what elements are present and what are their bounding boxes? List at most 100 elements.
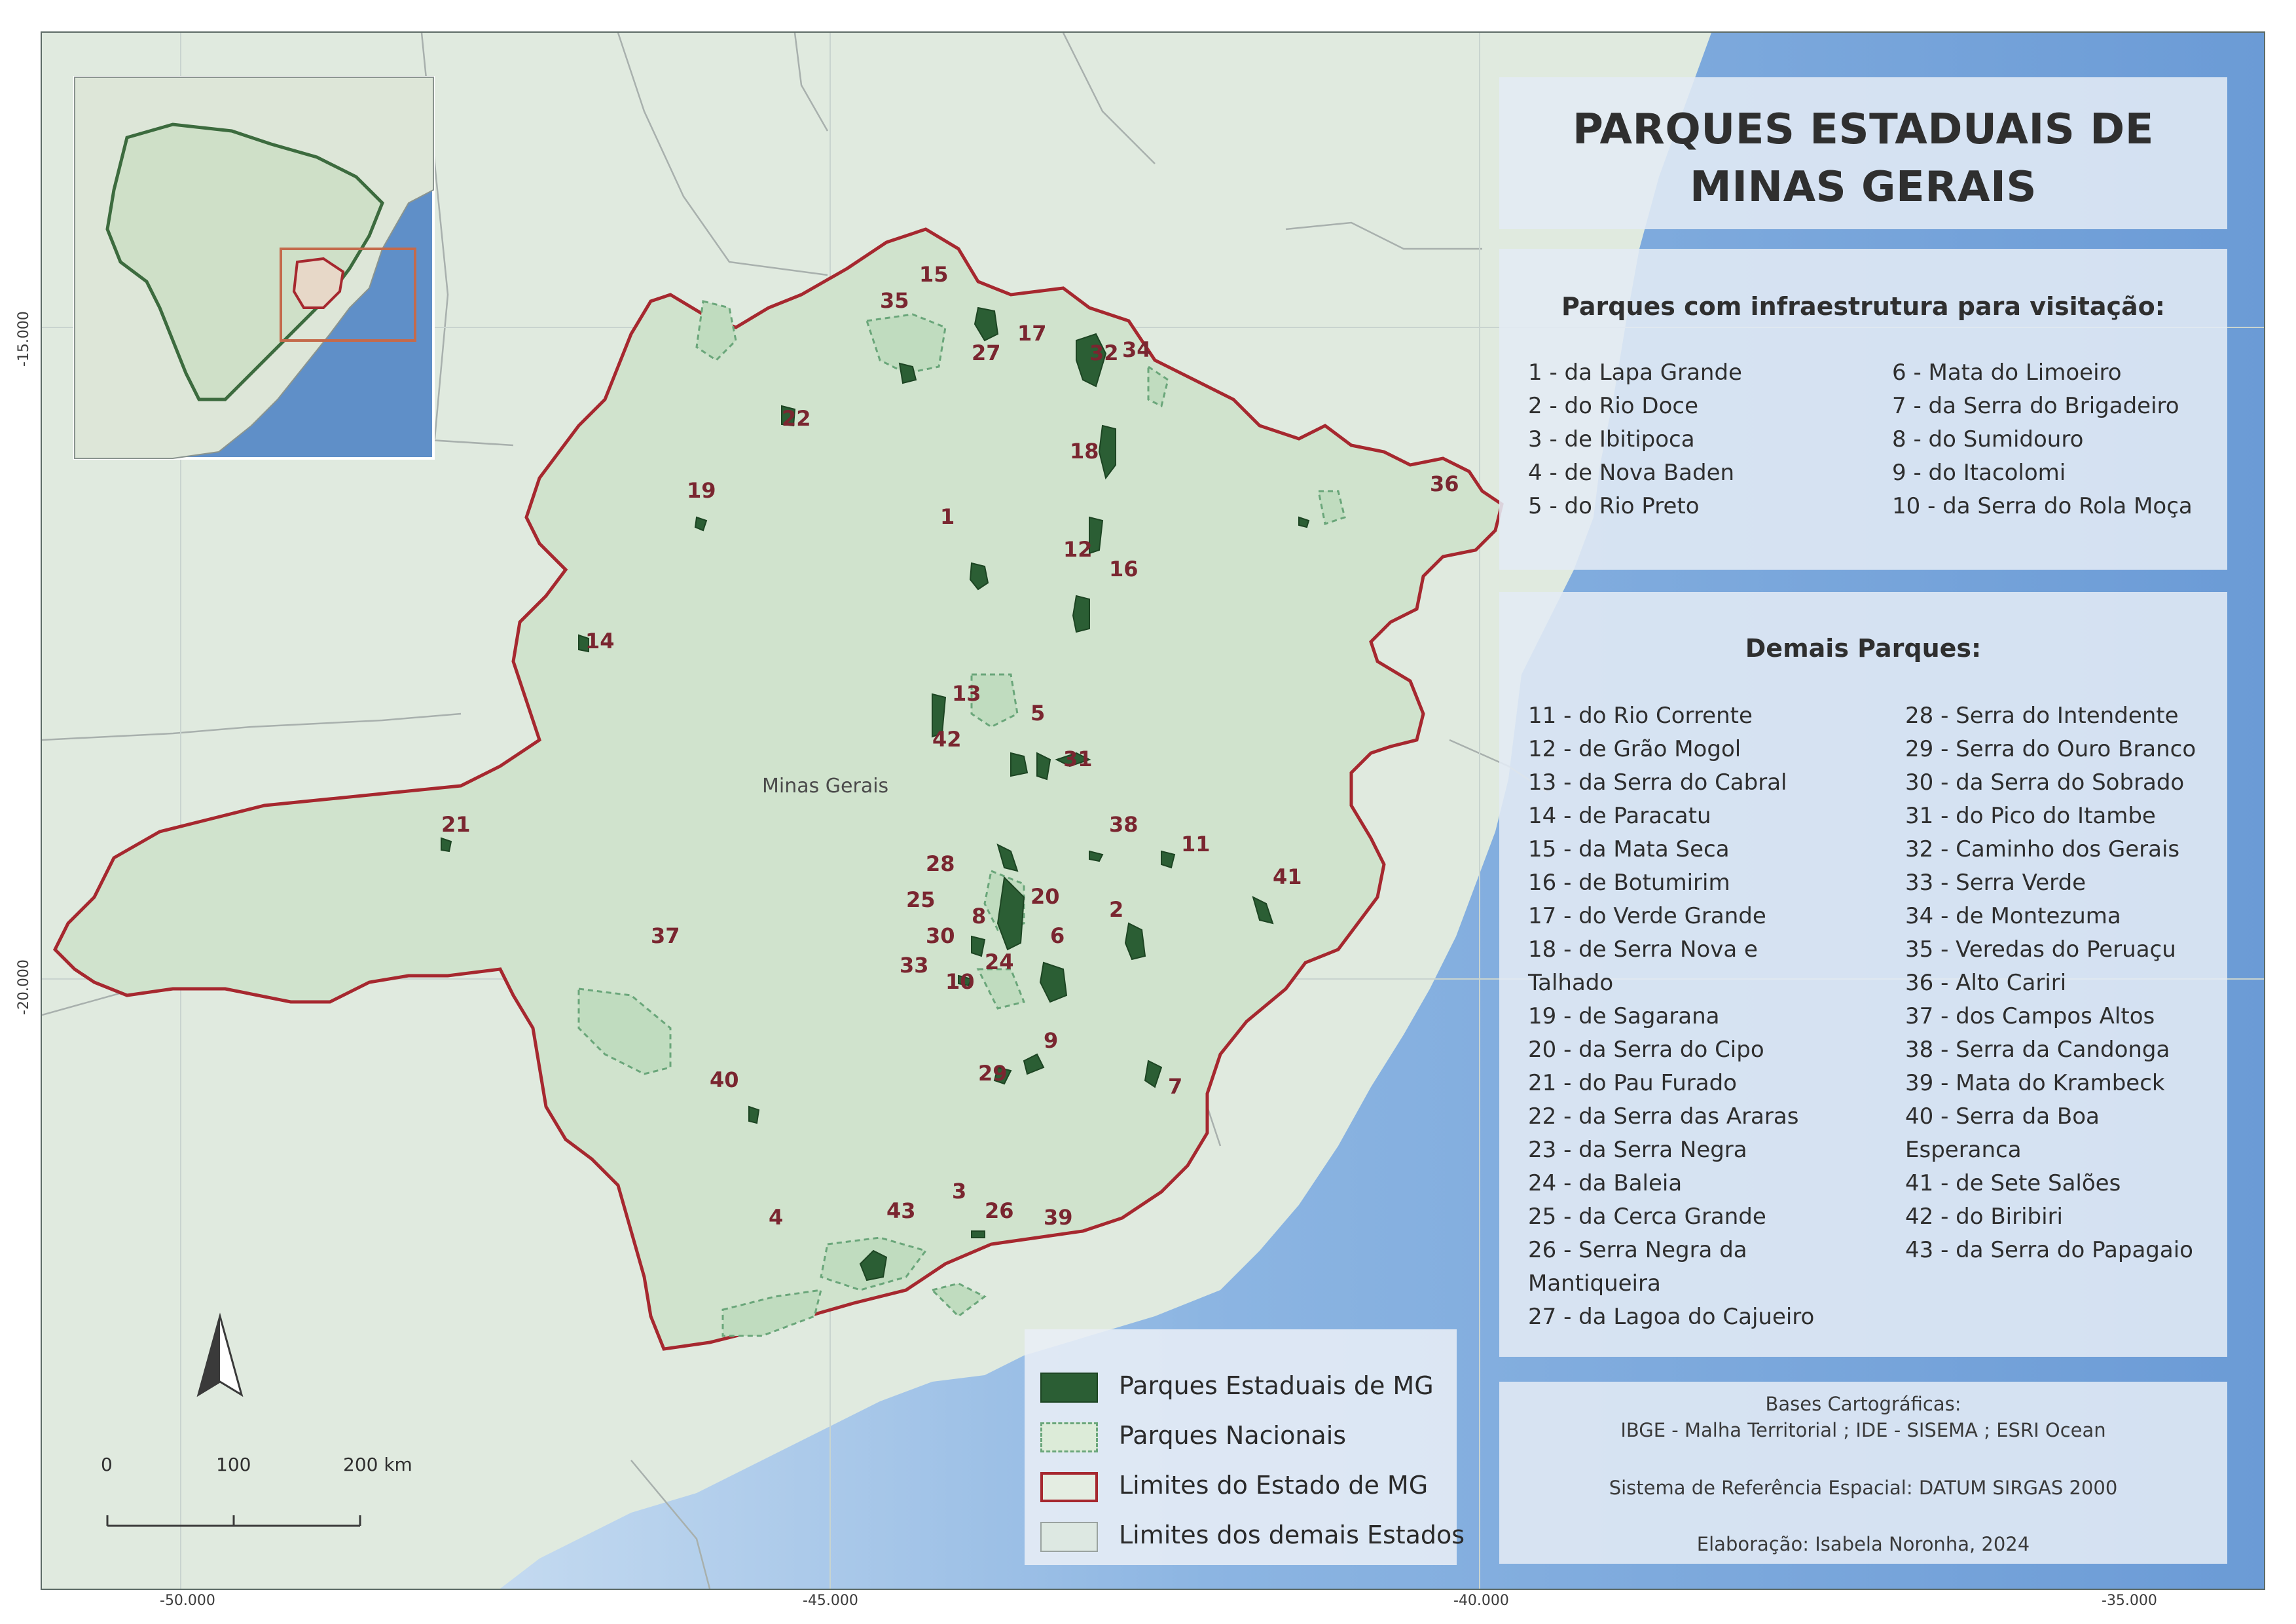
legend-item-mg-boundary: Limites do Estado de MG <box>1040 1468 1446 1505</box>
list-item: 2 - do Rio Doce <box>1528 393 1698 419</box>
legend-swatch <box>1040 1373 1098 1403</box>
list-item: 30 - da Serra do Sobrado <box>1905 769 2185 796</box>
list-item: 33 - Serra Verde <box>1905 870 2086 896</box>
list-item: 1 - da Lapa Grande <box>1528 360 1742 386</box>
list-item: 12 - de Grão Mogol <box>1528 736 1741 762</box>
park-label: 13 <box>952 681 981 706</box>
national-parks <box>577 300 1346 1337</box>
credits-title: Bases Cartográficas: <box>1765 1393 1961 1415</box>
visitation-parks-panel: Parques com infraestrutura para visitaçã… <box>1499 249 2227 570</box>
list-item: 36 - Alto Cariri <box>1905 970 2067 996</box>
park-label: 14 <box>585 629 615 654</box>
others-list-col2: 28 - Serra do Intendente 29 - Serra do O… <box>1905 699 2219 1267</box>
park-label: 27 <box>972 341 1001 365</box>
park-label: 20 <box>1030 884 1060 909</box>
legend-swatch <box>1040 1472 1098 1502</box>
legend-label: Limites do Estado de MG <box>1119 1471 1429 1500</box>
list-item: 40 - Serra da Boa <box>1905 1103 2100 1130</box>
park-label: 30 <box>926 923 955 948</box>
park-label: 35 <box>880 288 909 313</box>
park-label: 36 <box>1430 471 1459 496</box>
credits-panel: Bases Cartográficas: IBGE - Malha Territ… <box>1499 1382 2227 1564</box>
inset-map <box>73 76 435 460</box>
other-parks-panel: Demais Parques: 11 - do Rio Corrente 12 … <box>1499 592 2227 1357</box>
park-label: 24 <box>985 950 1014 974</box>
legend-swatch <box>1040 1422 1098 1452</box>
legend-label: Parques Nacionais <box>1119 1421 1347 1450</box>
list-item: 6 - Mata do Limoeiro <box>1892 360 2122 386</box>
park-label: 1 <box>940 504 955 529</box>
park-label: 8 <box>972 904 986 929</box>
scale-label-0: 0 <box>101 1454 113 1475</box>
list-item: 43 - da Serra do Papagaio <box>1905 1237 2193 1263</box>
list-item: 31 - do Pico do Itambe <box>1905 803 2156 829</box>
list-item: 20 - da Serra do Cipo <box>1528 1037 1764 1063</box>
list-item: 37 - dos Campos Altos <box>1905 1003 2155 1029</box>
park-label: 21 <box>441 812 471 837</box>
park-label: 26 <box>985 1198 1014 1223</box>
park-label: 31 <box>1063 747 1093 771</box>
list-item: 25 - da Cerca Grande <box>1528 1204 1766 1230</box>
x-tick-label: -50.000 <box>160 1593 215 1609</box>
park-label: 2 <box>1109 897 1123 922</box>
list-item: 26 - Serra Negra da <box>1528 1237 1747 1263</box>
park-label: 42 <box>932 727 962 752</box>
park-label: 22 <box>782 406 811 431</box>
park-label: 9 <box>1044 1028 1058 1053</box>
credits-bases: IBGE - Malha Territorial ; IDE - SISEMA … <box>1620 1419 2106 1441</box>
park-label: 37 <box>651 923 680 948</box>
list-item: 14 - de Paracatu <box>1528 803 1711 829</box>
park-label: 16 <box>1109 557 1139 581</box>
list-item: 3 - de Ibitipoca <box>1528 426 1695 452</box>
others-heading: Demais Parques: <box>1745 634 1982 663</box>
list-item: 27 - da Lagoa do Cajueiro <box>1528 1304 1815 1330</box>
legend-item-state-parks: Parques Estaduais de MG <box>1040 1369 1446 1405</box>
list-item: 23 - da Serra Negra <box>1528 1137 1747 1163</box>
y-tick-label: -15.000 <box>16 311 32 367</box>
legend-label: Limites dos demais Estados <box>1119 1521 1465 1549</box>
park-label: 19 <box>687 478 716 503</box>
credits-srs: Sistema de Referência Espacial: DATUM SI… <box>1609 1477 2118 1499</box>
park-label: 25 <box>906 887 936 912</box>
legend-panel: Parques Estaduais de MG Parques Nacionai… <box>1025 1329 1465 1565</box>
park-label: 41 <box>1273 864 1302 889</box>
legend-label: Parques Estaduais de MG <box>1119 1371 1434 1400</box>
list-item: 18 - de Serra Nova e <box>1528 936 1758 963</box>
legend-item-other-states: Limites dos demais Estados <box>1040 1518 1465 1555</box>
state-parks[interactable] <box>441 306 1310 1282</box>
x-tick-label: -35.000 <box>2102 1593 2157 1609</box>
park-label: 10 <box>945 969 975 994</box>
park-label: 34 <box>1122 337 1152 362</box>
visitation-list-col1: 1 - da Lapa Grande 2 - do Rio Doce 3 - d… <box>1528 356 1882 523</box>
list-item: 9 - do Itacolomi <box>1892 460 2066 486</box>
park-label: 33 <box>900 953 929 978</box>
scale-label-100: 100 <box>216 1454 251 1475</box>
list-item: 4 - de Nova Baden <box>1528 460 1735 486</box>
park-label: 32 <box>1089 341 1119 365</box>
park-label: 11 <box>1181 832 1211 857</box>
park-label-layer: 1 2 3 4 5 6 7 8 9 10 11 12 13 14 15 16 1… <box>441 262 1459 1230</box>
visitation-list-col2: 6 - Mata do Limoeiro 7 - da Serra do Bri… <box>1892 356 2219 523</box>
park-label: 4 <box>769 1205 783 1230</box>
park-label: 28 <box>926 851 955 876</box>
y-tick-label: -20.000 <box>16 959 32 1015</box>
list-item: 29 - Serra do Ouro Branco <box>1905 736 2196 762</box>
park-label: 40 <box>710 1067 739 1092</box>
park-label: 18 <box>1070 439 1099 464</box>
list-item: 41 - de Sete Salões <box>1905 1170 2121 1196</box>
park-label: 38 <box>1109 812 1139 837</box>
park-label: 3 <box>952 1179 966 1204</box>
list-item: 21 - do Pau Furado <box>1528 1070 1737 1096</box>
park-label: 43 <box>886 1198 916 1223</box>
park-label: 17 <box>1017 321 1047 346</box>
list-item: 17 - do Verde Grande <box>1528 903 1766 929</box>
map-title: PARQUES ESTADUAIS DE MINAS GERAIS <box>1572 105 2155 212</box>
scale-bar <box>106 1515 361 1527</box>
list-item: 42 - do Biribiri <box>1905 1204 2063 1230</box>
list-item: Esperanca <box>1905 1137 2022 1163</box>
park-label: 15 <box>919 262 949 287</box>
visitation-heading: Parques com infraestrutura para visitaçã… <box>1561 292 2165 321</box>
park-label: 12 <box>1063 537 1093 562</box>
park-label: 29 <box>978 1061 1008 1086</box>
list-item: 38 - Serra da Candonga <box>1905 1037 2170 1063</box>
